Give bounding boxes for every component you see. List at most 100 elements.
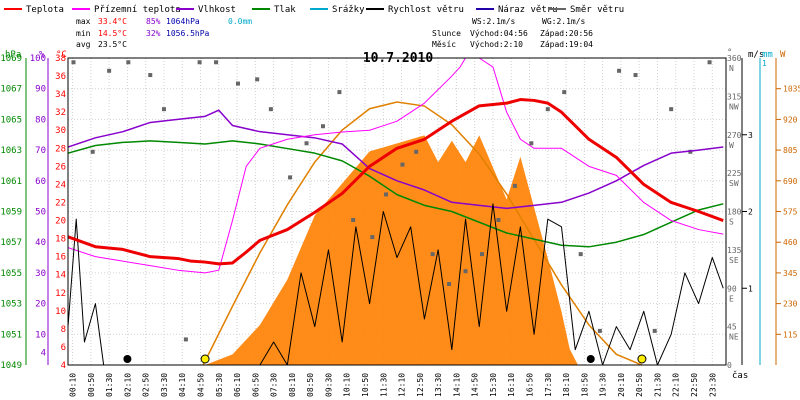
axis-label-mm: mm — [762, 50, 773, 60]
wind-direction-point — [148, 73, 153, 78]
legend-label: Vlhkost — [198, 5, 236, 15]
x-tick-label: 18:50 — [580, 373, 589, 397]
tick-label-dir-name: NW — [729, 102, 739, 111]
tick-label-temp: 16 — [55, 253, 66, 263]
x-tick-label: 18:10 — [562, 373, 571, 397]
legend: Teplota Přízemní teplota Vlhkost Tlak Srážky… — [4, 5, 624, 15]
x-tick-label: 16:50 — [526, 373, 535, 397]
moon-label: Měsíc — [432, 40, 456, 49]
stat-avg-label: avg — [76, 40, 91, 49]
x-tick-label: 09:30 — [324, 373, 333, 397]
tick-label-pct: 60 — [35, 177, 46, 187]
wind-direction-point — [512, 183, 517, 188]
plot-border — [67, 57, 727, 366]
stat-max-label: max — [76, 17, 91, 26]
tick-label-wm2: 345 — [783, 269, 798, 278]
x-tick-label: 12:50 — [416, 373, 425, 397]
wind-direction-point — [688, 149, 693, 154]
tick-label-hpa: 1067 — [0, 85, 22, 95]
legend-label: Směr větru — [570, 5, 624, 15]
sun-label: Slunce — [432, 29, 461, 38]
tick-label-hpa: 1057 — [0, 238, 22, 248]
tick-label-hpa: 1049 — [0, 361, 22, 371]
tick-label-pct: 50 — [35, 208, 46, 218]
tick-label-hpa: 1053 — [0, 300, 22, 310]
tick-label-hpa: 1065 — [0, 115, 22, 125]
sunrise-marker — [200, 354, 210, 364]
tick-label-temp: 34 — [55, 90, 66, 100]
wind-direction-point — [545, 107, 550, 112]
tick-label-hpa: 1055 — [0, 269, 22, 279]
tick-label-wm2: 690 — [783, 177, 798, 186]
axis-label-ms: m/s — [748, 50, 764, 60]
x-tick-label: 20:10 — [617, 373, 626, 397]
tick-label-pct: 70 — [35, 146, 46, 156]
wind-direction-point — [479, 252, 484, 257]
tick-label-wm2: 920 — [783, 115, 798, 124]
tick-label-hpa: 1061 — [0, 177, 22, 187]
moon-set: Západ:19:04 — [540, 40, 593, 49]
stat-min-label: min — [76, 29, 91, 38]
wind-direction-point — [288, 175, 293, 180]
legend-label: Teplota — [26, 5, 64, 15]
tick-label-hpa: 1063 — [0, 146, 22, 156]
wind-direction-point — [183, 337, 188, 342]
tick-label-dir: 135 — [727, 246, 742, 255]
x-tick-label: 08:10 — [288, 373, 297, 397]
x-tick-label: 04:50 — [197, 373, 206, 397]
tick-label-pct: 40 — [35, 238, 46, 248]
tick-label-temp: 12 — [55, 289, 66, 299]
tick-label-pct: 100 — [30, 54, 46, 64]
wind-direction-point — [304, 141, 309, 146]
tick-label-wm2: 1035 — [783, 85, 800, 94]
tick-label-temp: 6 — [61, 343, 66, 353]
tick-label-temp: 14 — [55, 271, 66, 281]
data-layer — [67, 57, 724, 366]
legend-label: Přízemní teplota — [94, 5, 181, 15]
wind-direction-point — [268, 107, 273, 112]
wind-direction-point — [235, 81, 240, 86]
tick-label-temp: 24 — [55, 180, 66, 190]
stat-min-press: 1056.5hPa — [166, 29, 210, 38]
wind-direction-point — [337, 90, 342, 95]
x-tick-label: 21:30 — [653, 373, 662, 397]
stat-min-hum: 32% — [146, 29, 161, 38]
tick-label-wm2: 230 — [783, 300, 798, 309]
radiation-area — [205, 135, 578, 365]
series-line-vlhkost — [67, 109, 724, 210]
x-tick-label: 15:30 — [489, 373, 498, 397]
tick-label-temp: 10 — [55, 307, 66, 317]
x-tick-label: 00:50 — [87, 373, 96, 397]
stat-max-temp: 33.4°C — [98, 17, 127, 26]
tick-label-dir-name: SE — [729, 256, 739, 265]
tick-label-dir-name: N — [729, 64, 734, 73]
x-tick-label: 01:30 — [105, 373, 114, 397]
axis-label-hpa: hPa — [5, 50, 21, 60]
tick-label-wm2: 460 — [783, 238, 798, 247]
wind-direction-point — [351, 218, 356, 223]
wind-direction-point — [652, 328, 657, 333]
wind-direction-point — [370, 235, 375, 240]
x-tick-label: 05:30 — [215, 373, 224, 397]
wind-direction-point — [197, 60, 202, 65]
x-tick-label: 08:50 — [306, 373, 315, 397]
x-tick-label: 11:30 — [379, 373, 388, 397]
wind-direction-point — [707, 60, 712, 65]
tick-label-pct: 80 — [35, 115, 46, 125]
tick-label-dir-name: S — [729, 218, 734, 227]
x-tick-label: 00:10 — [69, 373, 78, 397]
tick-label-wm2: 115 — [783, 330, 798, 339]
tick-label-temp: 18 — [55, 235, 66, 245]
tick-label-mm: 1 — [762, 59, 767, 68]
wind-direction-point — [463, 269, 468, 274]
wind-direction-point — [400, 162, 405, 167]
stat-avg-temp: 23.5°C — [98, 40, 127, 49]
x-tick-label: 16:10 — [507, 373, 516, 397]
tick-label-temp: 38 — [55, 54, 66, 64]
axis-label-temp: °C — [56, 50, 67, 60]
stat-ws: WS:2.1m/s — [472, 17, 516, 26]
tick-label-hpa: 1059 — [0, 208, 22, 218]
x-tick-label: 07:30 — [270, 373, 279, 397]
tick-label-wm2: 805 — [783, 146, 798, 155]
